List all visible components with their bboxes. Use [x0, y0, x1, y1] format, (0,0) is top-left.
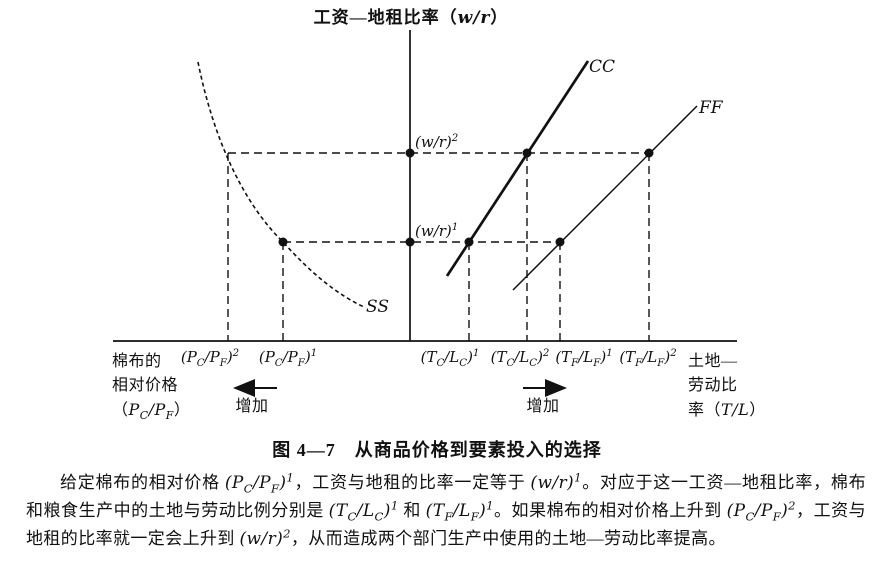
pcpf1-tick-label: (PC/PF)1 — [258, 348, 318, 369]
data-point-dot — [405, 148, 415, 158]
figure-4-7-diagram: 工资—地租比率（w/r） (w/r)2 (w/r)1 SS CC FF (PC/PF)2 (P… — [112, 8, 766, 423]
increase-left-label: 增加 — [235, 398, 269, 415]
wr2-tick-label: (w/r)2 — [415, 133, 459, 151]
ff-curve-label: FF — [699, 98, 723, 118]
data-point-dot — [405, 237, 415, 247]
wr1-tick-label: (w/r)1 — [415, 222, 459, 240]
ss-curve-label: SS — [366, 297, 389, 317]
cc-curve-label: CC — [589, 57, 616, 77]
tflf1-tick-label: (TF/LF)1 — [555, 348, 613, 369]
data-point-dot — [644, 148, 654, 158]
ss-curve — [197, 61, 365, 308]
x-axis-right-title: 土地— 劳动比 率（T/L） — [688, 353, 766, 419]
ff-line — [512, 105, 698, 291]
pcpf2-tick-label: (PC/PF)2 — [180, 348, 240, 369]
tflf2-tick-label: (TF/LF)2 — [619, 348, 677, 369]
tclc2-tick-label: (TC/LC)2 — [490, 348, 550, 369]
data-point-dot — [278, 237, 288, 247]
diagram-labels: 工资—地租比率（w/r） (w/r)2 (w/r)1 SS CC FF (PC/PF)2 (P… — [112, 8, 766, 423]
increase-right-label: 增加 — [526, 398, 560, 415]
x-axis-left-title: 棉布的 相对价格 （PC/PF） — [112, 353, 191, 423]
y-axis-title: 工资—地租比率（w/r） — [313, 8, 509, 28]
diagram-canvas — [113, 30, 737, 397]
data-point-dot — [555, 237, 565, 247]
data-point-dot — [464, 237, 474, 247]
data-point-dot — [522, 148, 532, 158]
tclc1-tick-label: (TC/LC)1 — [420, 348, 480, 369]
figure-caption: 图 4—7 从商品价格到要素投入的选择 — [272, 440, 602, 460]
figure-description: 给定棉布的相对价格 (PC/PF)1，工资与地租的比率一定等于 (w/r)1。对… — [26, 470, 867, 549]
